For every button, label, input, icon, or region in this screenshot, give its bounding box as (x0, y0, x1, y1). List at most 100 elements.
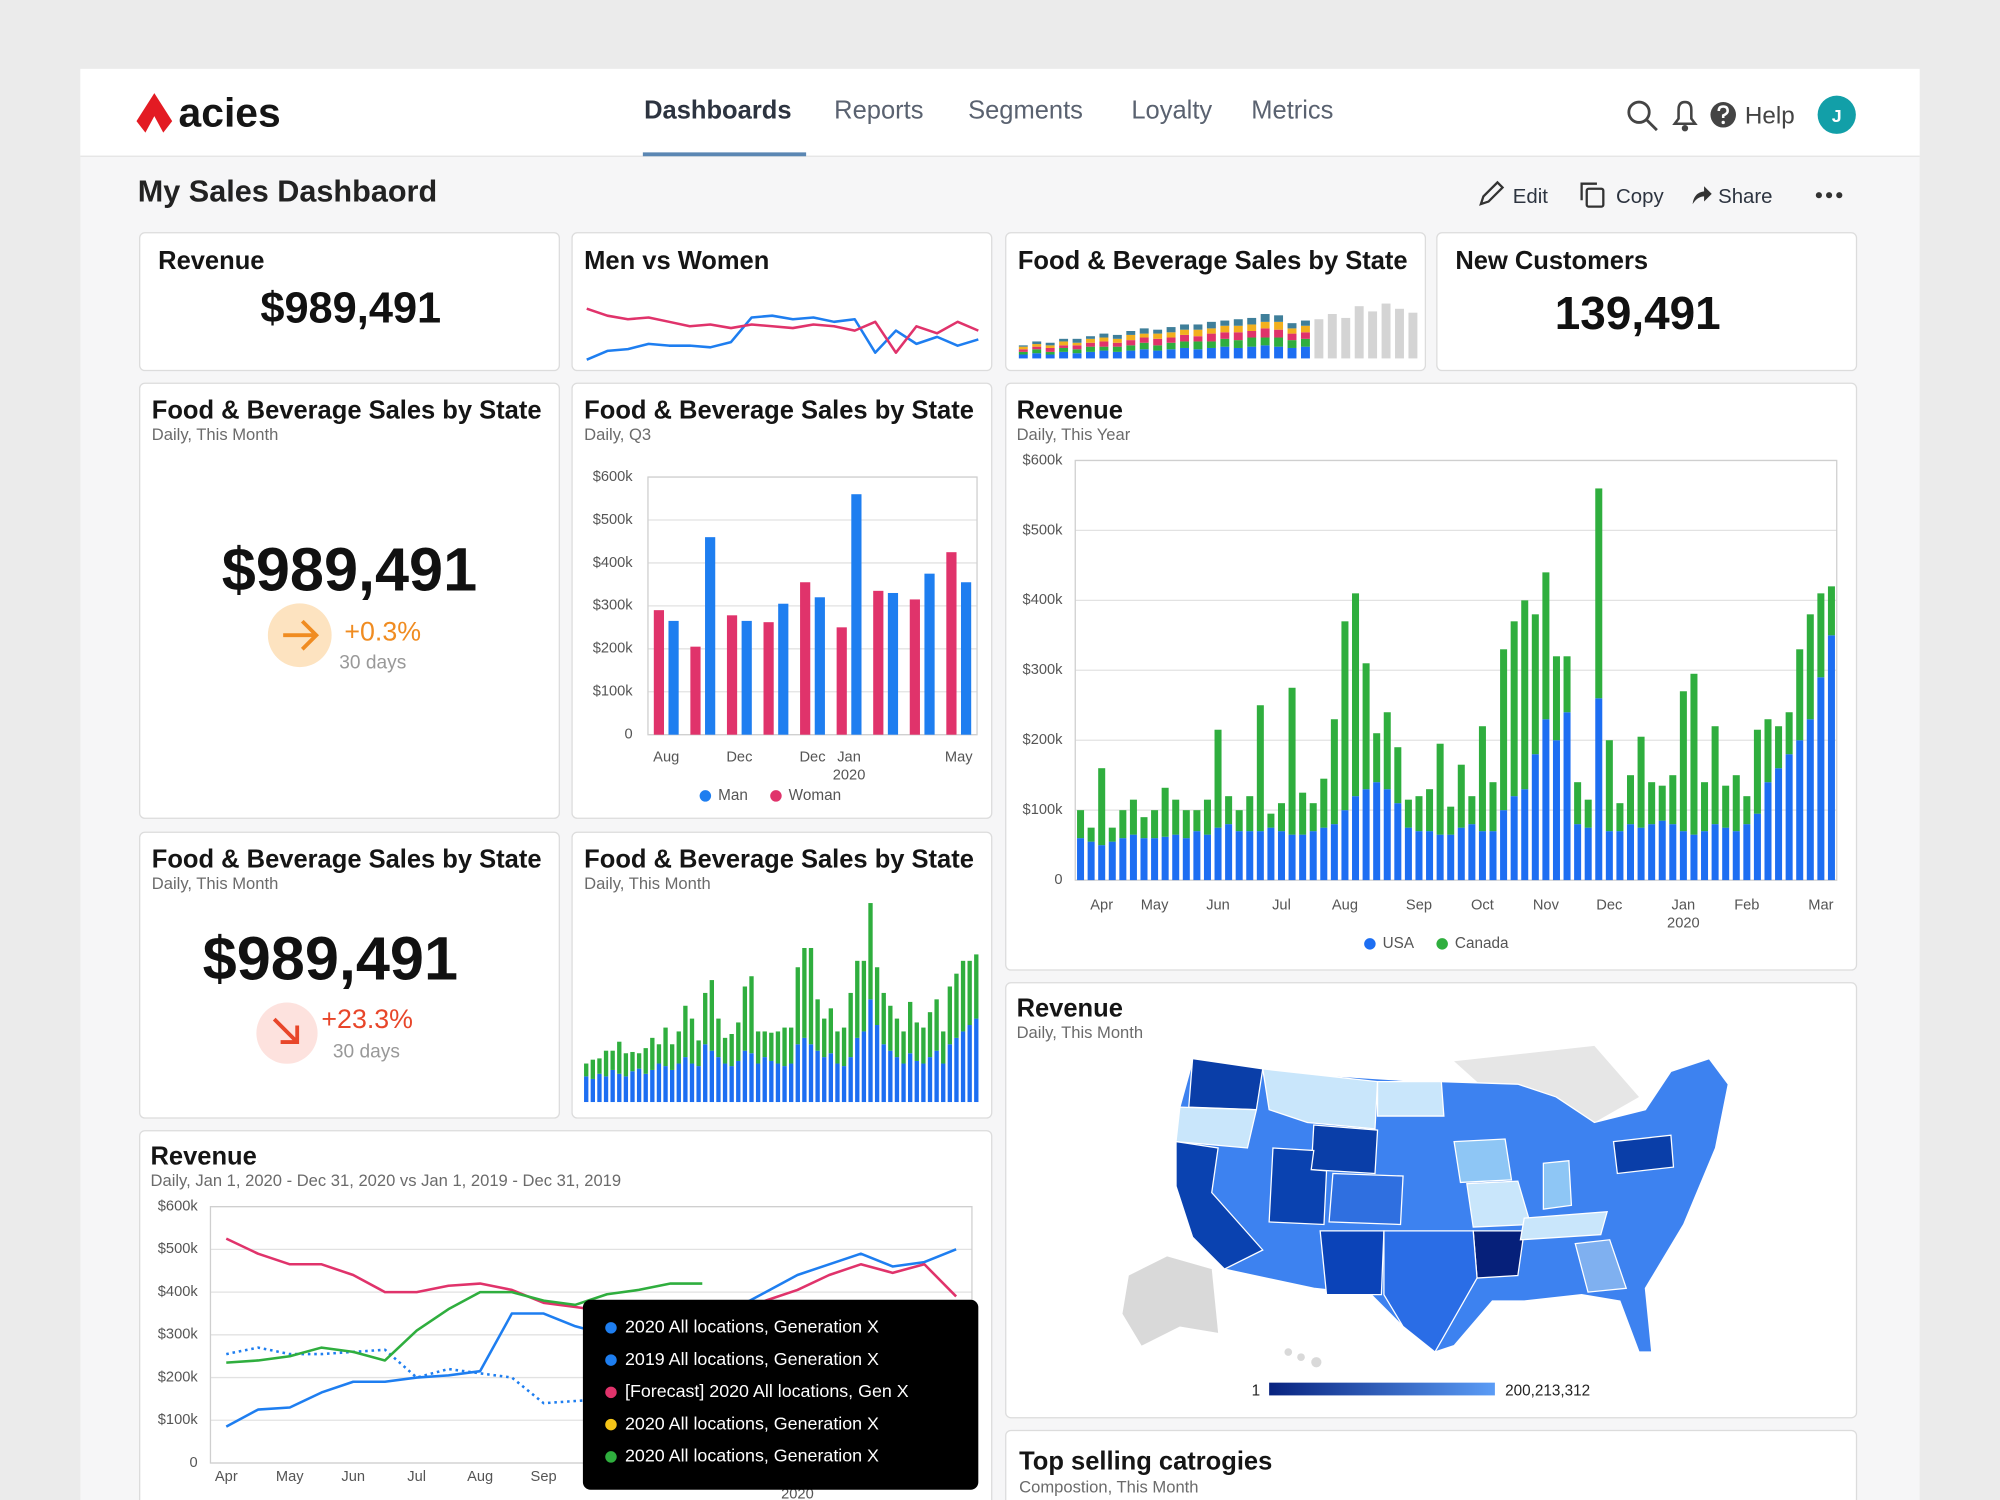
bar-segment (914, 1022, 919, 1061)
x-tick-label: Dec (799, 749, 825, 765)
kpi-value: $989,491 (260, 285, 441, 333)
search-icon[interactable] (1627, 100, 1658, 132)
edit-action[interactable]: Edit (1513, 186, 1548, 208)
bar-segment (610, 1050, 615, 1070)
share-icon[interactable] (1692, 186, 1712, 205)
bar-segment (1277, 831, 1285, 881)
bar-segment (1314, 319, 1324, 359)
bar-segment (610, 1069, 615, 1103)
bar-segment (1129, 834, 1137, 881)
bar-segment (1112, 346, 1122, 352)
bar-segment (795, 1044, 800, 1103)
bar-segment (1099, 337, 1109, 342)
bar-segment (683, 1057, 688, 1103)
bar-segment (1300, 346, 1310, 359)
bar-segment (1059, 341, 1069, 346)
bar-segment (1309, 803, 1317, 832)
bar-segment (1126, 350, 1136, 359)
bar-segment (1018, 349, 1028, 352)
line-series (226, 1282, 703, 1364)
card-title: Food & Beverage Sales by State (1018, 247, 1408, 275)
bar-segment (1108, 841, 1116, 881)
bar-segment (1203, 799, 1211, 835)
copy-icon[interactable] (1580, 182, 1605, 208)
bar-segment (782, 1066, 787, 1103)
edit-icon[interactable] (1479, 180, 1505, 206)
y-tick-label: $200k (593, 641, 634, 657)
bar-segment (1108, 827, 1116, 842)
bar-segment (597, 1073, 602, 1103)
bar-segment (1032, 344, 1042, 347)
bar (741, 620, 752, 735)
bar (960, 582, 972, 735)
bar-segment (1711, 824, 1719, 881)
x-tick-label: May (945, 749, 973, 765)
x-tick-label: Dec (1596, 897, 1622, 913)
avatar[interactable] (1817, 95, 1856, 134)
bar-segment (584, 1076, 589, 1103)
more-menu[interactable] (1815, 192, 1843, 199)
card-title: Revenue (158, 247, 264, 275)
bar-segment (1827, 586, 1835, 636)
bar-segment (1648, 824, 1656, 881)
bar-segment (1658, 785, 1666, 821)
help-link[interactable]: Help (1745, 103, 1795, 130)
nav-item[interactable]: Reports (834, 97, 923, 125)
bar-segment (775, 1031, 781, 1064)
bar-segment (742, 986, 748, 1051)
bar-segment (630, 1051, 635, 1072)
logo-text[interactable]: acies (179, 89, 281, 135)
nav-item[interactable]: Loyalty (1131, 97, 1212, 125)
bar-segment (617, 1073, 622, 1103)
bar-segment (1605, 831, 1613, 881)
bar-segment (1180, 347, 1189, 359)
tooltip-label: 2020 All locations, Generation X (625, 1413, 879, 1433)
bar-segment (1669, 775, 1677, 825)
nav-item[interactable]: Metrics (1251, 97, 1333, 125)
trend-arrow (272, 1017, 300, 1045)
legend-swatch (770, 790, 782, 802)
bar-segment (1246, 831, 1254, 881)
bar-segment (762, 1057, 767, 1103)
line-series (586, 314, 979, 361)
help-icon[interactable] (1710, 102, 1736, 128)
bar-segment (1274, 329, 1284, 338)
bar-segment (1287, 340, 1297, 348)
card-title: Revenue (1017, 396, 1123, 424)
bar-segment (947, 1044, 953, 1103)
bar-segment (954, 1037, 959, 1103)
bar-segment (1220, 332, 1230, 339)
bar-segment (1300, 320, 1310, 326)
share-action[interactable]: Share (1718, 186, 1772, 208)
bar-segment (1447, 806, 1455, 835)
bar-segment (1260, 321, 1270, 329)
bar-segment (1153, 329, 1163, 334)
tooltip-swatch (605, 1451, 617, 1463)
bar-segment (960, 960, 966, 1032)
bar-segment (1119, 810, 1127, 839)
bar-segment (835, 1063, 840, 1103)
bar-segment (1457, 764, 1465, 828)
bar-segment (1018, 345, 1028, 347)
bar-segment (1153, 345, 1163, 351)
bar-segment (1193, 810, 1201, 832)
bar-segment (1180, 341, 1189, 348)
copy-action[interactable]: Copy (1616, 186, 1664, 208)
bar-segment (623, 1053, 629, 1077)
bar-segment (716, 1018, 721, 1058)
bar-segment (1077, 810, 1085, 839)
tooltip-label: 2020 All locations, Generation X (625, 1317, 879, 1337)
bar-segment (1193, 341, 1203, 350)
bar-segment (1206, 328, 1216, 334)
bar-segment (736, 1060, 741, 1103)
bar-segment (788, 1063, 794, 1103)
x-tick-sublabel: 2020 (1667, 915, 1700, 931)
bar-segment (1180, 324, 1189, 330)
notifications-icon[interactable] (1672, 100, 1698, 132)
avatar-initial: J (1832, 106, 1842, 126)
bar-segment (1099, 333, 1109, 338)
nav-item[interactable]: Segments (968, 97, 1083, 125)
bar-segment (643, 1048, 648, 1074)
bar-segment (1408, 312, 1418, 359)
nav-item[interactable]: Dashboards (644, 97, 791, 125)
